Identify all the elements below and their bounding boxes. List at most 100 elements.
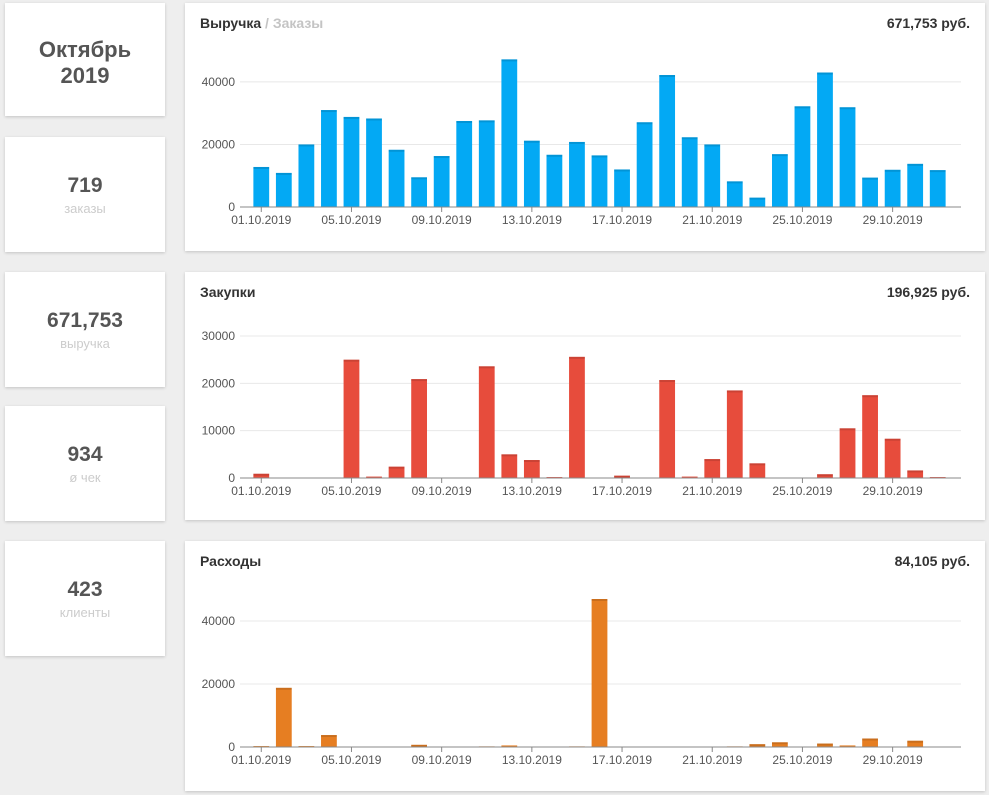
orders-tab[interactable]: Заказы	[272, 15, 324, 31]
bar	[749, 744, 766, 747]
clients-value: 423	[67, 578, 103, 601]
bar	[456, 120, 473, 207]
bar	[681, 476, 698, 478]
y-tick-label: 10000	[202, 424, 236, 438]
y-tick-label: 0	[228, 200, 235, 214]
y-tick-label: 20000	[202, 137, 236, 151]
bar-top-shade	[839, 428, 856, 431]
bar	[794, 106, 811, 207]
revenue-panel-title: Выручка / Заказы	[200, 15, 323, 31]
bar	[321, 735, 337, 747]
bar	[388, 149, 405, 207]
bar-top-shade	[726, 181, 743, 184]
expenses-total: 84,105 руб.	[894, 553, 970, 569]
bar-top-shade	[794, 106, 811, 109]
bar	[569, 356, 585, 478]
bar	[253, 166, 270, 207]
x-tick-label: 05.10.2019	[321, 484, 381, 498]
bar-top-shade	[614, 169, 630, 172]
orders-value: 719	[67, 174, 103, 197]
bar	[817, 72, 833, 207]
bar	[839, 428, 856, 478]
bar	[907, 163, 924, 207]
bar	[862, 395, 878, 478]
bar-top-shade	[862, 738, 878, 741]
bar	[569, 141, 585, 207]
bar-top-shade	[884, 438, 901, 441]
x-tick-label: 13.10.2019	[502, 753, 562, 767]
bar-top-shade	[388, 149, 405, 152]
bar	[411, 744, 428, 747]
year-label: 2019	[60, 63, 110, 88]
bar	[704, 144, 721, 207]
bar-top-shade	[681, 137, 698, 140]
bar-top-shade	[546, 154, 563, 157]
bar-top-shade	[478, 366, 495, 369]
x-tick-label: 21.10.2019	[682, 213, 742, 227]
bar-top-shade	[478, 120, 495, 123]
x-tick-label: 17.10.2019	[592, 213, 652, 227]
bar	[817, 474, 833, 478]
clients-card: 423 клиенты	[5, 541, 165, 656]
bar	[907, 740, 924, 747]
purchases-total: 196,925 руб.	[886, 284, 970, 300]
revenue-total: 671,753 руб.	[886, 15, 970, 31]
bar	[591, 155, 608, 207]
bar-top-shade	[456, 120, 473, 123]
bar	[726, 181, 743, 207]
expenses-panel-title: Расходы	[200, 553, 262, 569]
bar	[523, 460, 540, 478]
bar-top-shade	[907, 163, 924, 166]
expenses-chart: 0 20000 40000 01.10.2019 05.10.2019 09.10.201…	[202, 599, 961, 767]
bar-top-shade	[591, 155, 608, 158]
bar-top-shade	[275, 172, 292, 175]
bar	[433, 156, 450, 207]
clients-label: клиенты	[59, 605, 111, 620]
purchases-panel: Закупки 196,925 руб. 0 10000 20000 30000 01.…	[185, 272, 985, 520]
y-tick-label: 0	[228, 740, 235, 754]
x-tick-label: 17.10.2019	[592, 484, 652, 498]
bar	[546, 154, 563, 207]
x-tick-label: 05.10.2019	[321, 753, 381, 767]
bar	[771, 742, 788, 747]
bar-top-shade	[614, 475, 630, 478]
bar-top-shade	[501, 59, 518, 62]
revenue-tab[interactable]: Выручка	[200, 15, 262, 31]
revenue-card: 671,753 выручка	[5, 272, 165, 387]
bar-top-shade	[817, 72, 833, 75]
bar-top-shade	[771, 742, 788, 745]
x-tick-label: 29.10.2019	[863, 213, 923, 227]
x-tick-label: 09.10.2019	[412, 484, 472, 498]
bar	[681, 137, 698, 207]
orders-card: 719 заказы	[5, 137, 165, 252]
bar	[411, 177, 428, 207]
bar-top-shade	[523, 140, 540, 143]
revenue-panel: Выручка / Заказы 671,753 руб. 0 20000 4000…	[185, 3, 985, 251]
bar-top-shade	[298, 144, 315, 147]
bar-top-shade	[659, 380, 676, 383]
bar	[298, 144, 315, 207]
bar	[523, 140, 540, 207]
bar-top-shade	[321, 735, 337, 738]
x-tick-label: 09.10.2019	[412, 753, 472, 767]
y-tick-label: 20000	[202, 376, 236, 390]
purchases-chart: 0 10000 20000 30000 01.10.2019 05.10.2019 09.1…	[202, 329, 961, 498]
purchases-panel-title: Закупки	[200, 284, 256, 300]
bar-top-shade	[569, 141, 585, 144]
x-tick-label: 13.10.2019	[502, 484, 562, 498]
bar-top-shade	[704, 459, 721, 462]
bar-top-shade	[771, 154, 788, 157]
bar-top-shade	[253, 166, 270, 169]
bar-top-shade	[659, 75, 676, 78]
bar	[388, 466, 405, 478]
orders-label: заказы	[64, 201, 106, 216]
bar	[343, 359, 360, 478]
bar	[771, 154, 788, 207]
x-tick-label: 25.10.2019	[772, 213, 832, 227]
x-tick-label: 09.10.2019	[412, 213, 472, 227]
bar	[749, 463, 766, 478]
bar	[726, 390, 743, 478]
y-tick-label: 30000	[202, 329, 236, 343]
x-tick-label: 17.10.2019	[592, 753, 652, 767]
bar-top-shade	[411, 379, 428, 382]
